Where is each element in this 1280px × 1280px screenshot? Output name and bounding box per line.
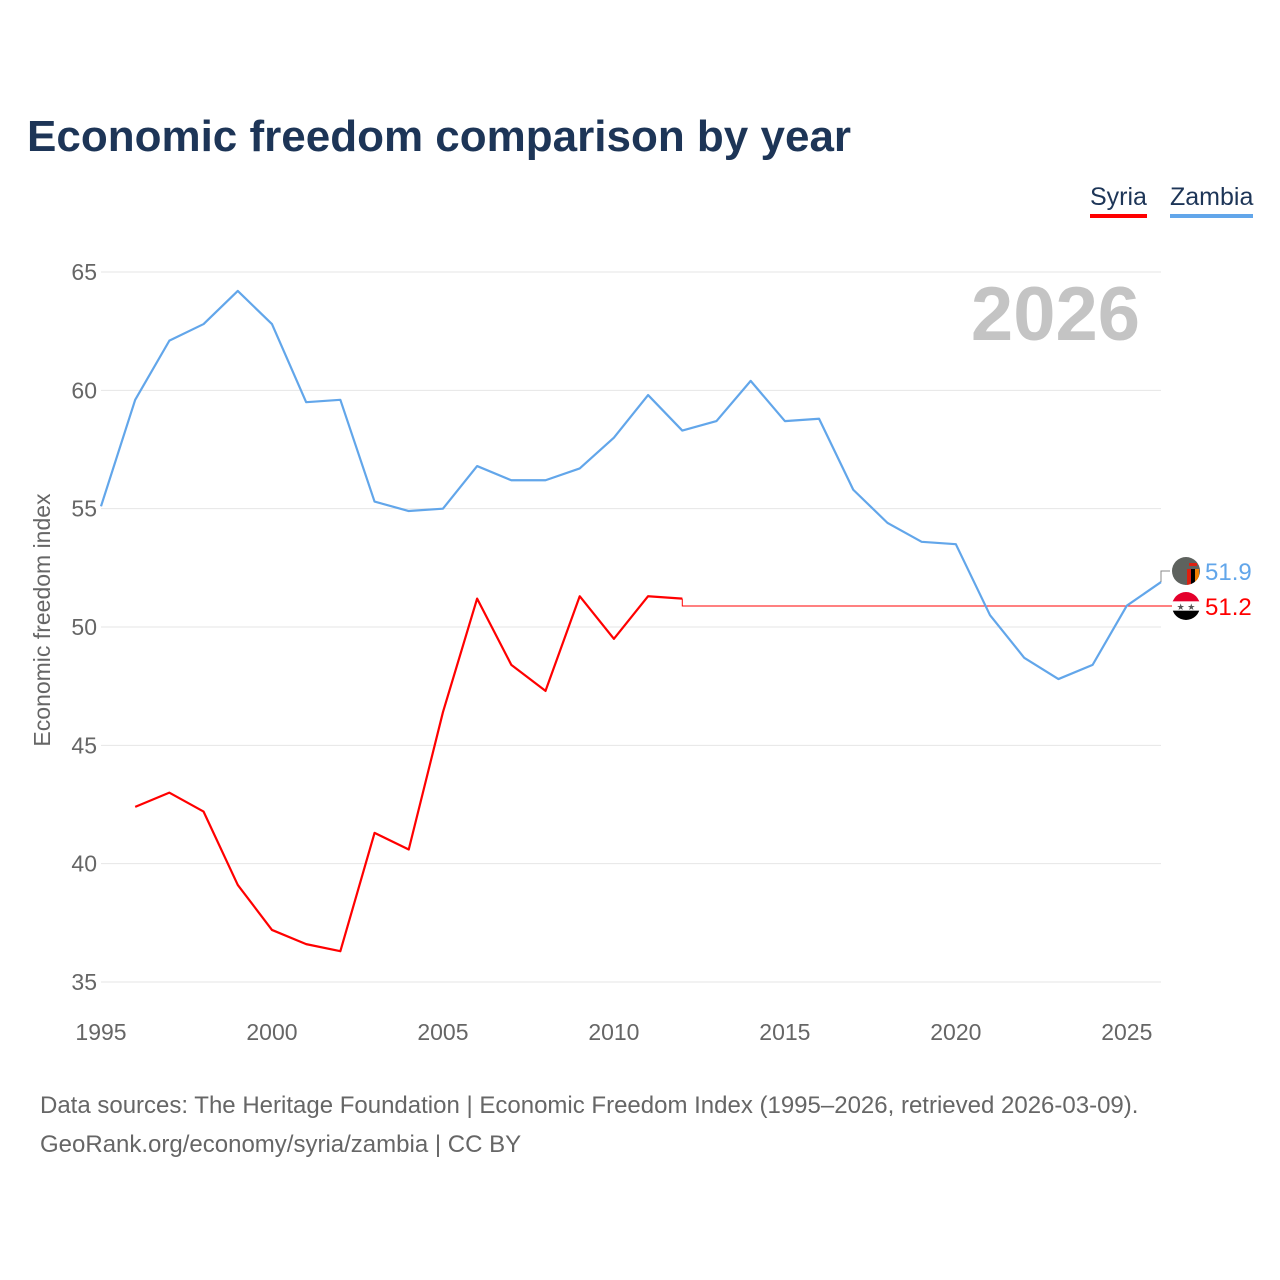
legend-zambia[interactable]: Zambia: [1170, 183, 1254, 218]
legend-syria[interactable]: Syria: [1090, 183, 1147, 218]
source-line-2[interactable]: GeoRank.org/economy/syria/zambia | CC BY: [40, 1131, 522, 1158]
y-tick-label: 65: [71, 259, 97, 285]
svg-text:★ ★: ★ ★: [1177, 602, 1196, 612]
syria-flag-icon: ★ ★: [1172, 592, 1200, 620]
x-tick-label: 2010: [588, 1019, 639, 1045]
x-tick-label: 2025: [1101, 1019, 1152, 1045]
year-watermark: 2026: [971, 272, 1140, 357]
zambia-flag-icon: [1172, 557, 1200, 585]
source-line-1: Data sources: The Heritage Foundation | …: [40, 1092, 1139, 1119]
x-tick-label: 2015: [759, 1019, 810, 1045]
chart-title: Economic freedom comparison by year: [27, 112, 852, 161]
connector-line: [1160, 570, 1170, 583]
y-tick-label: 35: [71, 969, 97, 995]
x-tick-label: 1995: [75, 1019, 126, 1045]
series-line-zambia: [99, 289, 1162, 681]
source-note: Data sources: The Heritage Foundation | …: [40, 1086, 1138, 1164]
y-tick-label: 55: [71, 496, 97, 522]
series-line-syria: [134, 595, 683, 953]
y-tick-label: 40: [71, 851, 97, 877]
end-value-label: 51.9: [1205, 559, 1252, 586]
connector-line: [681, 598, 1172, 607]
y-tick-label: 60: [71, 377, 97, 403]
y-tick-label: 50: [71, 614, 97, 640]
end-value-label: 51.2: [1205, 594, 1252, 621]
y-tick-label: 45: [71, 732, 97, 758]
x-tick-label: 2020: [930, 1019, 981, 1045]
x-tick-label: 2000: [246, 1019, 297, 1045]
x-tick-label: 2005: [417, 1019, 468, 1045]
y-axis-label: Economic freedom index: [29, 493, 55, 747]
